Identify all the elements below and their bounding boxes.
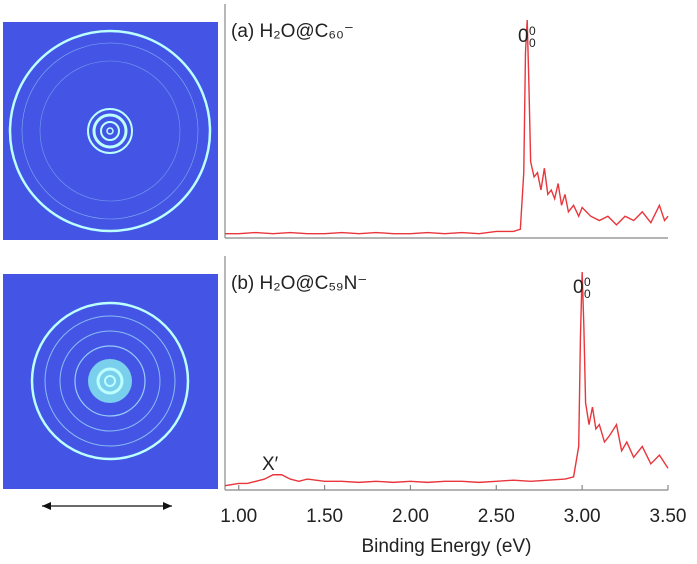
spectrum-line — [224, 271, 669, 487]
detector-image-a — [3, 22, 218, 240]
chart-title: (b) H₂O@C₅₉N⁻ — [231, 273, 367, 294]
peak-label: X′ — [262, 454, 279, 475]
chart-title: (a) H₂O@C₆₀⁻ — [231, 21, 354, 42]
x-tick-label: 3.50 — [650, 506, 687, 527]
label-sub: 0 — [584, 287, 591, 301]
x-tick-label: 1.50 — [306, 506, 343, 527]
x-tick-label: 3.00 — [564, 506, 601, 527]
detector-image-b — [3, 274, 218, 489]
label-text: 0 — [573, 277, 584, 298]
label-sup: 0 — [584, 275, 591, 289]
label-sub: 0 — [529, 36, 536, 50]
x-tick-label: 2.00 — [392, 506, 429, 527]
peak-label: 00 0 — [518, 24, 536, 50]
label-text: X′ — [262, 454, 279, 475]
polarization-arrow — [42, 502, 172, 510]
peak-label: 00 0 — [573, 275, 591, 301]
x-tick-label: 1.00 — [220, 506, 257, 527]
label-text: 0 — [518, 26, 529, 47]
spectrum-line — [225, 19, 669, 235]
x-axis-label: Binding Energy (eV) — [361, 536, 531, 557]
label-sup: 0 — [529, 24, 536, 38]
x-tick-label: 2.50 — [478, 506, 515, 527]
